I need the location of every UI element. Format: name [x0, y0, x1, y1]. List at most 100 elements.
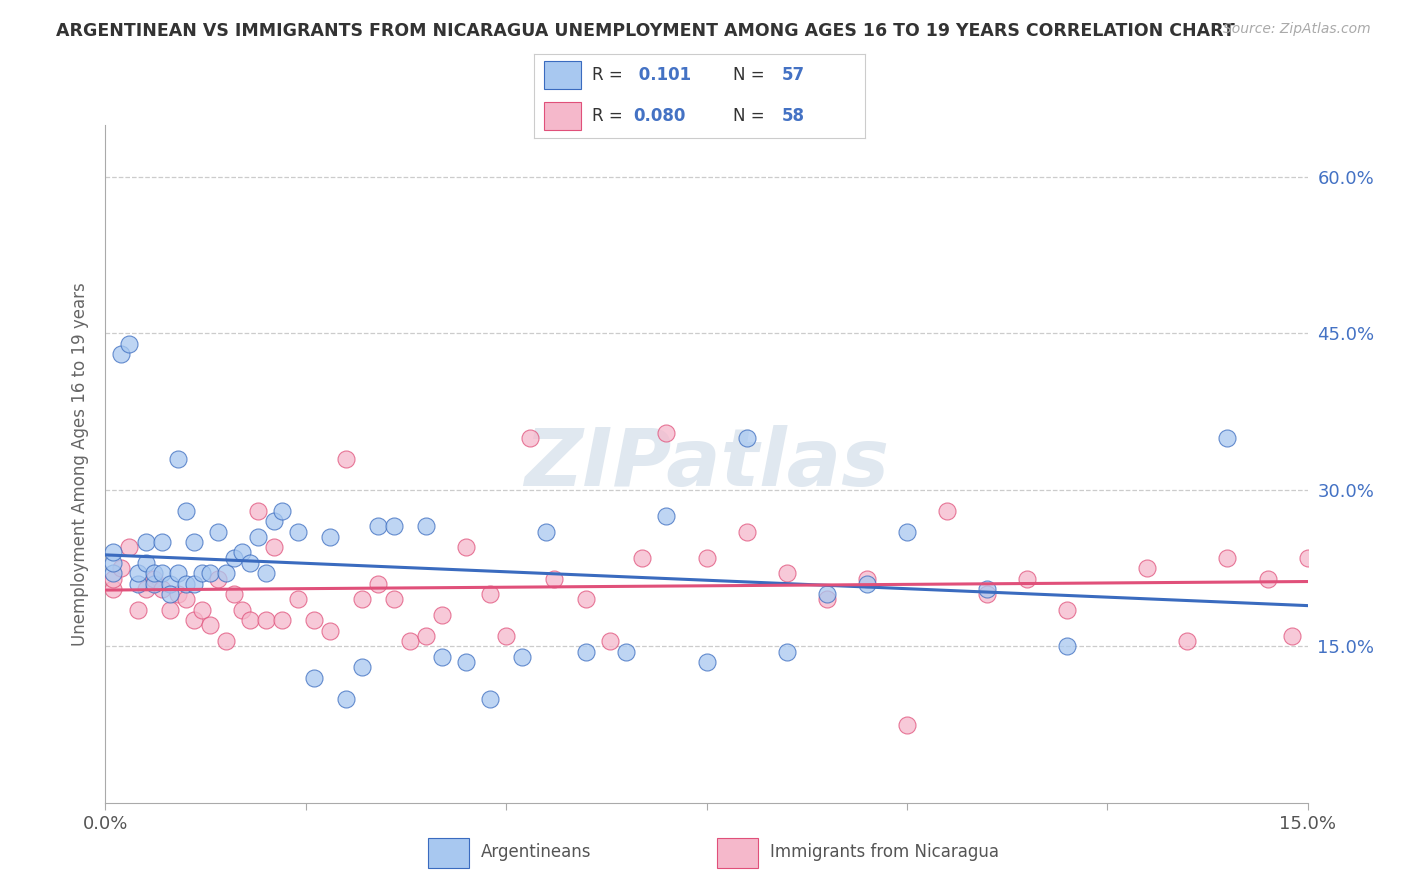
Point — [110, 347, 132, 361]
Point — [454, 541, 477, 555]
Point — [976, 582, 998, 596]
Point — [575, 644, 598, 658]
Point — [735, 524, 758, 539]
Point — [479, 691, 502, 706]
Point — [190, 566, 212, 581]
Point — [696, 655, 718, 669]
Point — [855, 576, 877, 591]
Text: ZIPatlas: ZIPatlas — [524, 425, 889, 503]
FancyBboxPatch shape — [544, 62, 581, 89]
Point — [776, 566, 799, 581]
Point — [150, 582, 173, 596]
Point — [183, 613, 205, 627]
Point — [127, 566, 149, 581]
FancyBboxPatch shape — [544, 102, 581, 130]
Point — [976, 587, 998, 601]
Point — [543, 572, 565, 586]
Point — [231, 603, 253, 617]
Point — [896, 524, 918, 539]
Y-axis label: Unemployment Among Ages 16 to 19 years: Unemployment Among Ages 16 to 19 years — [70, 282, 89, 646]
Point — [302, 613, 325, 627]
Point — [239, 613, 262, 627]
Point — [1177, 634, 1199, 648]
Text: 58: 58 — [782, 107, 806, 125]
Point — [696, 550, 718, 565]
Text: N =: N = — [733, 107, 769, 125]
Point — [135, 535, 157, 549]
Point — [214, 566, 236, 581]
Point — [350, 592, 373, 607]
Point — [198, 566, 221, 581]
Text: 57: 57 — [782, 66, 806, 84]
Point — [319, 530, 342, 544]
Point — [479, 587, 502, 601]
Point — [135, 556, 157, 570]
Point — [127, 603, 149, 617]
Point — [270, 613, 292, 627]
Point — [103, 545, 125, 559]
Point — [495, 629, 517, 643]
Point — [207, 572, 229, 586]
Point — [1281, 629, 1303, 643]
Point — [367, 519, 389, 533]
Point — [896, 717, 918, 731]
Point — [1257, 572, 1279, 586]
Point — [1136, 561, 1159, 575]
Point — [183, 535, 205, 549]
Point — [110, 561, 132, 575]
Point — [287, 524, 309, 539]
Text: Immigrants from Nicaragua: Immigrants from Nicaragua — [770, 843, 1000, 861]
Point — [246, 504, 269, 518]
Point — [174, 576, 197, 591]
Point — [382, 592, 405, 607]
Point — [254, 566, 277, 581]
Point — [735, 431, 758, 445]
Point — [142, 572, 165, 586]
Point — [263, 514, 285, 528]
Point — [159, 603, 181, 617]
Point — [254, 613, 277, 627]
FancyBboxPatch shape — [717, 838, 758, 868]
FancyBboxPatch shape — [427, 838, 470, 868]
Point — [815, 587, 838, 601]
Point — [855, 572, 877, 586]
Point — [776, 644, 799, 658]
Point — [231, 545, 253, 559]
Text: N =: N = — [733, 66, 769, 84]
Point — [166, 451, 188, 466]
Point — [103, 572, 125, 586]
Point — [103, 582, 125, 596]
Point — [430, 649, 453, 664]
Text: R =: R = — [592, 66, 628, 84]
Point — [1056, 640, 1078, 654]
Point — [936, 504, 959, 518]
Point — [1056, 603, 1078, 617]
Point — [631, 550, 654, 565]
Point — [302, 671, 325, 685]
Point — [1017, 572, 1039, 586]
Point — [118, 337, 141, 351]
Point — [142, 566, 165, 581]
Point — [118, 541, 141, 555]
Point — [655, 425, 678, 440]
Point — [103, 566, 125, 581]
Text: ARGENTINEAN VS IMMIGRANTS FROM NICARAGUA UNEMPLOYMENT AMONG AGES 16 TO 19 YEARS : ARGENTINEAN VS IMMIGRANTS FROM NICARAGUA… — [56, 22, 1234, 40]
Point — [150, 535, 173, 549]
Point — [166, 566, 188, 581]
Point — [815, 592, 838, 607]
Point — [183, 576, 205, 591]
Point — [335, 451, 357, 466]
Text: 0.080: 0.080 — [633, 107, 686, 125]
Point — [1296, 550, 1319, 565]
Point — [1216, 550, 1239, 565]
Point — [263, 541, 285, 555]
Point — [534, 524, 557, 539]
Point — [127, 576, 149, 591]
Point — [655, 508, 678, 523]
Point — [246, 530, 269, 544]
Point — [382, 519, 405, 533]
Point — [519, 431, 541, 445]
Point — [335, 691, 357, 706]
Point — [367, 576, 389, 591]
Point — [415, 519, 437, 533]
